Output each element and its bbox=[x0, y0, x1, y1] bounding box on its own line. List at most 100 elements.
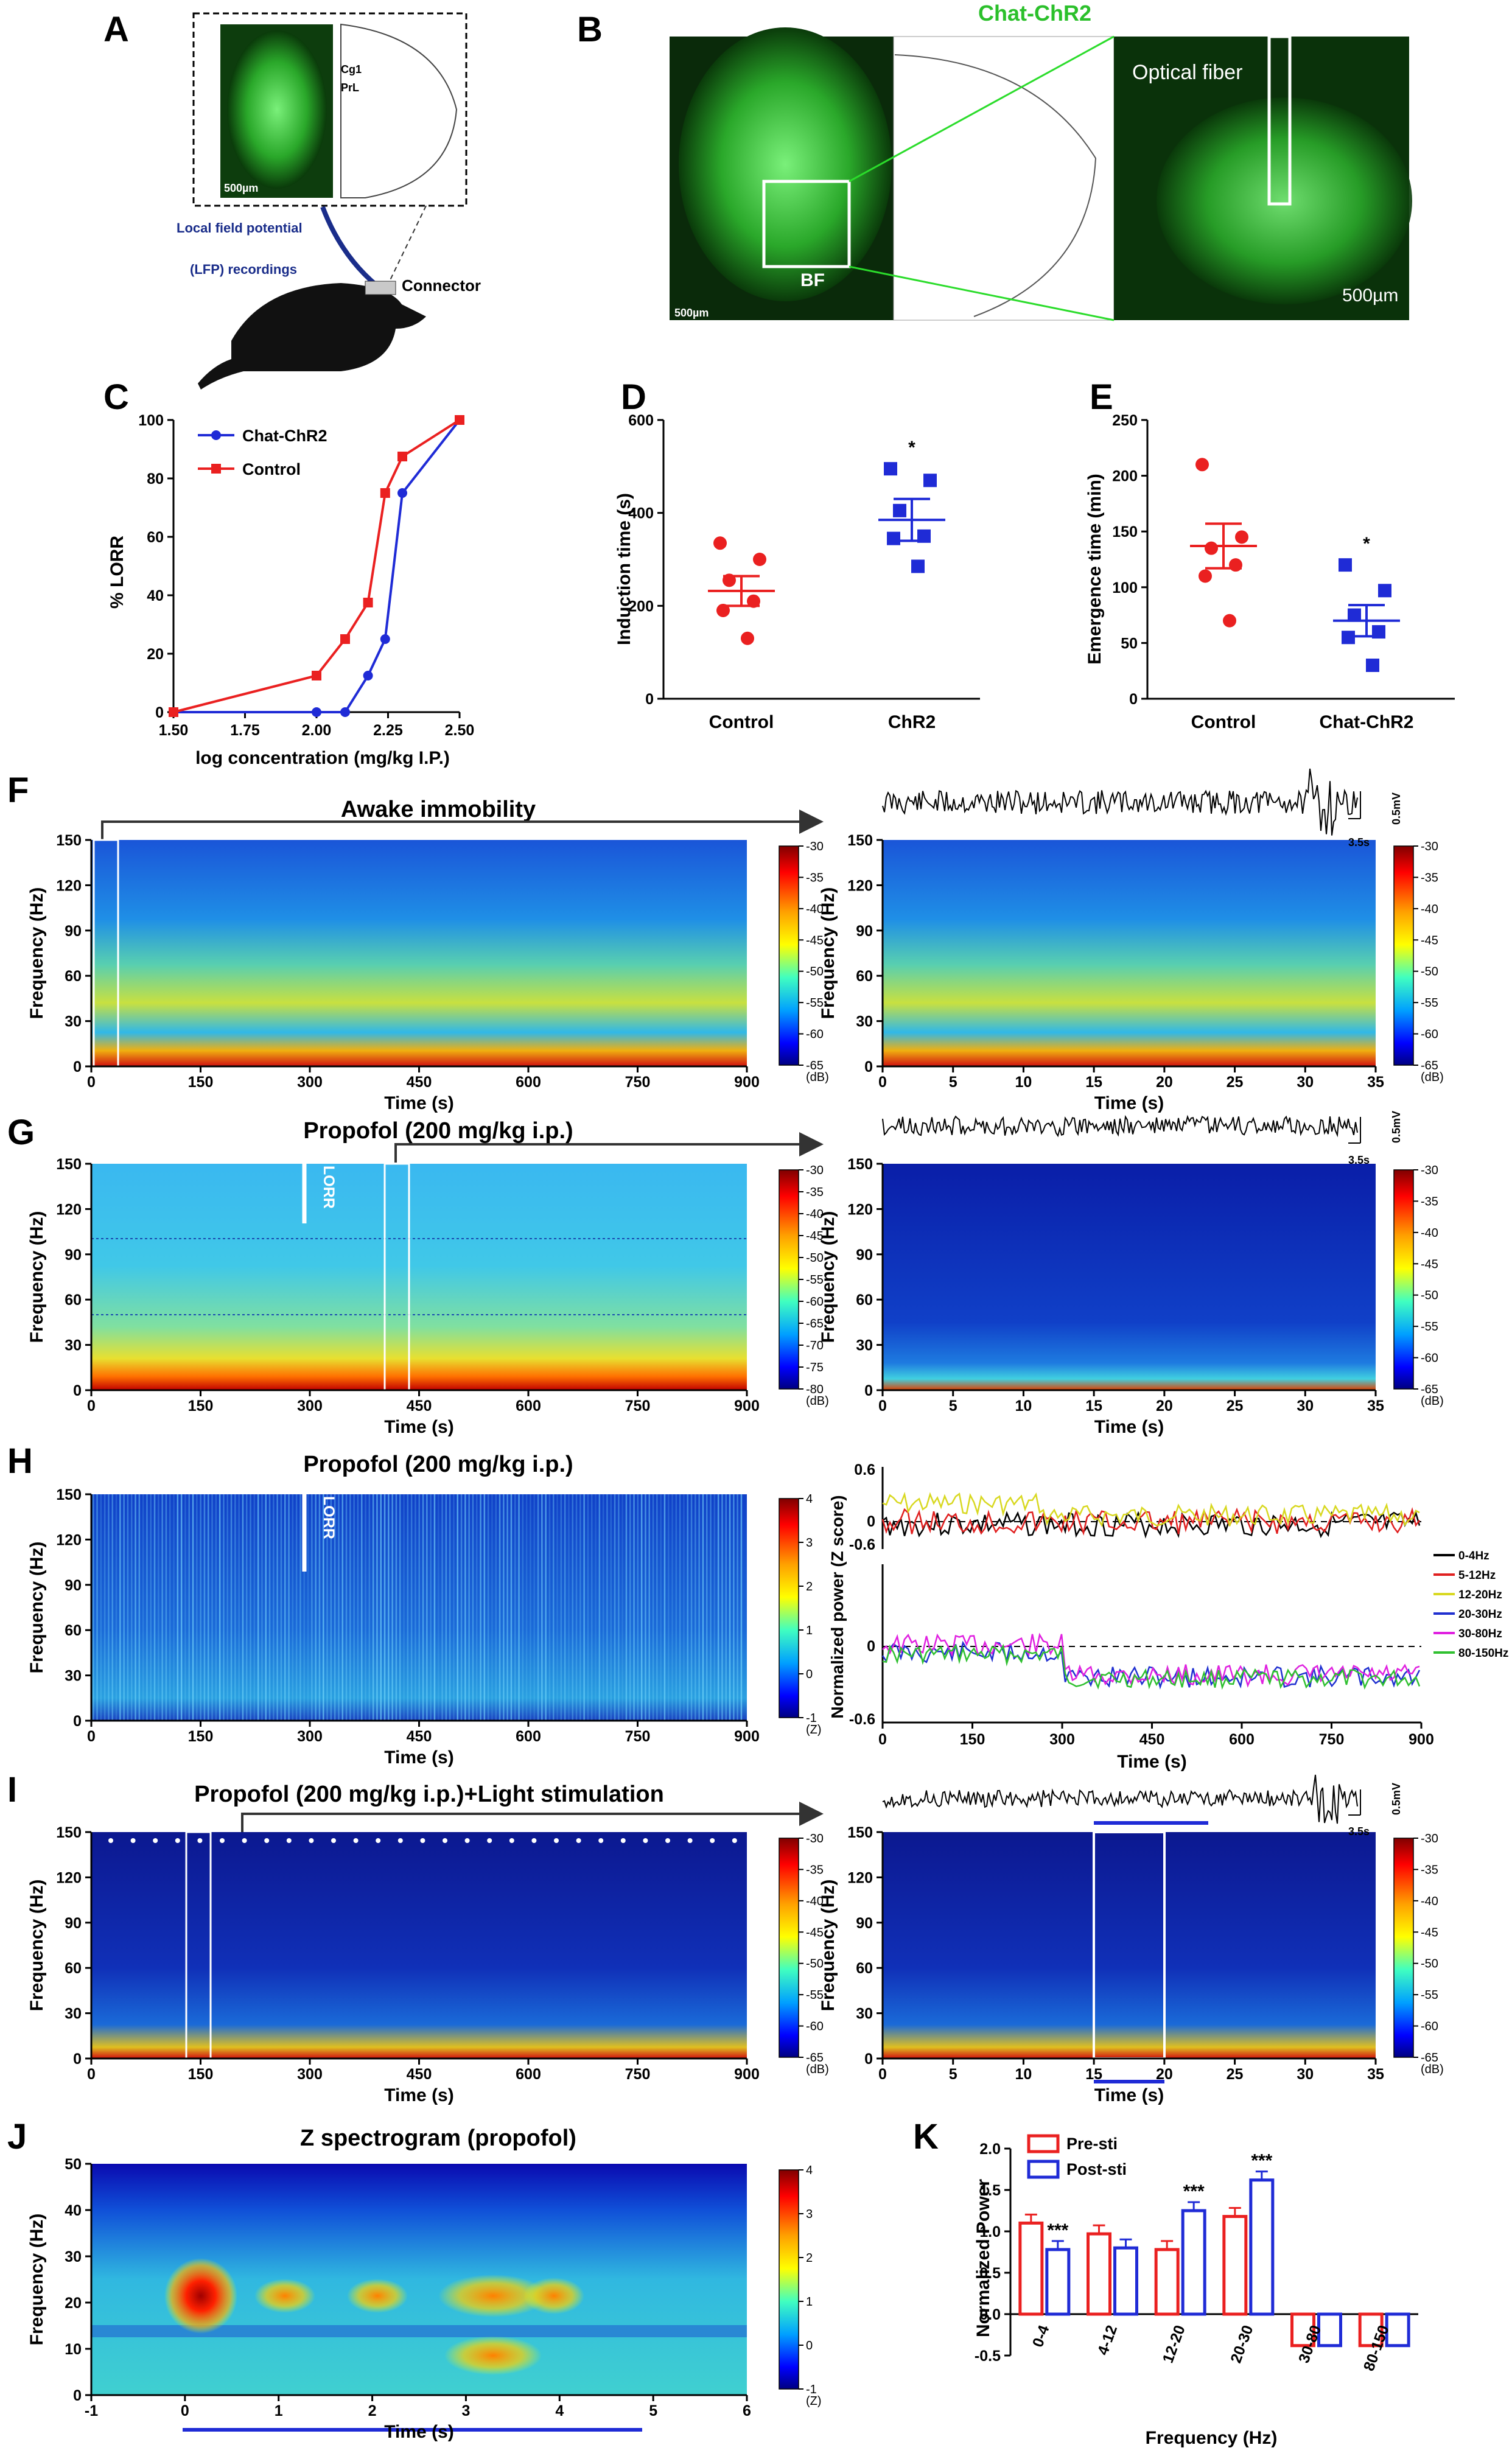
h-stripe bbox=[453, 1494, 455, 1721]
h-stripe bbox=[525, 1494, 528, 1721]
h-stripe bbox=[257, 1494, 259, 1721]
h-stripe bbox=[514, 1494, 516, 1721]
h-stripe bbox=[721, 1494, 723, 1721]
i-zoom-ytick-label: 30 bbox=[856, 2006, 873, 2023]
f-spectrogram-zoom bbox=[883, 840, 1376, 1066]
j-full-ytick-label: 20 bbox=[65, 2295, 82, 2312]
chart-k: -0.5 0.0 0.5 1.0 1.5 2.0 0-4 *** 4-12 12-20 *** 20-… bbox=[975, 2134, 1418, 2373]
j-title: Z spectrogram (propofol) bbox=[300, 2125, 576, 2151]
f-full-ytick-label: 120 bbox=[56, 877, 82, 894]
c-point bbox=[397, 488, 407, 498]
h-stripes bbox=[93, 1494, 743, 1721]
i-zoom-xtick-label: 0 bbox=[878, 2066, 887, 2083]
c-ytick-label: 40 bbox=[147, 587, 164, 604]
k-bar-Pre-sti bbox=[1290, 2312, 1315, 2348]
h-full-cb-label: 0 bbox=[806, 1668, 813, 1681]
chartD-point bbox=[723, 573, 736, 587]
f-zoom-colorbar bbox=[1393, 845, 1414, 1066]
i-pulse-dot bbox=[197, 1838, 203, 1843]
h-full-colorbar bbox=[779, 1498, 799, 1718]
chartE-point bbox=[1199, 569, 1212, 583]
h-stripe bbox=[315, 1494, 317, 1721]
brain-section-green bbox=[227, 30, 327, 189]
h-stripe bbox=[614, 1494, 616, 1721]
h-legend-label: 80-150Hz bbox=[1458, 1647, 1508, 1660]
h-stripe bbox=[177, 1494, 179, 1721]
h-stripe bbox=[292, 1494, 294, 1721]
f-full-xtick-label: 750 bbox=[625, 1074, 651, 1091]
g-title: Propofol (200 mg/kg i.p.) bbox=[303, 1118, 573, 1144]
h-full-cb-label: 4 bbox=[806, 1492, 813, 1506]
f-zoom-xtick-label: 15 bbox=[1085, 1074, 1102, 1091]
i-full-xtick-label: 300 bbox=[297, 2066, 323, 2083]
i-full-cb-label: -35 bbox=[806, 1863, 824, 1877]
h-stripe bbox=[564, 1494, 566, 1721]
g-zoom-cb-label: -60 bbox=[1421, 1352, 1438, 1365]
i-full-ytick-label: 0 bbox=[73, 2051, 82, 2068]
g-full-cb-unit: (dB) bbox=[806, 1394, 829, 1408]
h-stripe bbox=[522, 1494, 524, 1721]
chartD-cat-label: ChR2 bbox=[888, 712, 936, 732]
h-top-tick: 0 bbox=[867, 1513, 875, 1530]
h-stripe bbox=[226, 1494, 228, 1721]
i-full-xtick-label: 600 bbox=[516, 2066, 541, 2083]
i-pulse-dot bbox=[531, 1838, 537, 1843]
h-stripe bbox=[334, 1494, 336, 1721]
i-full-ytick-label: 150 bbox=[56, 1824, 82, 1841]
h-stripe bbox=[219, 1494, 221, 1721]
atlas-prl: PrL bbox=[341, 82, 359, 94]
j-hotspot-6 bbox=[444, 2336, 542, 2375]
k-ytick-label: 0.0 bbox=[979, 2306, 1001, 2323]
g-full-ytick-label: 150 bbox=[56, 1156, 82, 1173]
h-stripe bbox=[111, 1494, 113, 1721]
h-line-12-20Hz bbox=[882, 1491, 1420, 1528]
h-stripe bbox=[230, 1494, 233, 1721]
i-zoom-ylabel: Frequency (Hz) bbox=[818, 1880, 838, 2012]
i-full-cb-label: -45 bbox=[806, 1926, 824, 1939]
h-stripe bbox=[261, 1494, 263, 1721]
i-pulse-dot bbox=[620, 1838, 626, 1843]
chartD-ytick-label: 200 bbox=[628, 598, 654, 615]
i-full-xtick-label: 450 bbox=[407, 2066, 432, 2083]
connector-icon bbox=[365, 281, 396, 295]
zoom-line-top bbox=[849, 35, 1115, 183]
g-spectrogram-full bbox=[91, 1164, 747, 1390]
j-full-xlabel: Time (s) bbox=[384, 2422, 453, 2442]
panel-f-label: F bbox=[7, 771, 29, 810]
b-title: Chat-ChR2 bbox=[978, 1, 1091, 26]
h-stripe bbox=[556, 1494, 558, 1721]
zoom-line bbox=[389, 205, 427, 282]
k-cat-label: 80-150 bbox=[1360, 2323, 1393, 2373]
h-line-20-30Hz bbox=[881, 1640, 1421, 1690]
g-full-cb-label: -50 bbox=[806, 1251, 824, 1265]
f-spectrogram-full bbox=[91, 840, 747, 1066]
c-point bbox=[397, 452, 407, 461]
h-stripe bbox=[575, 1494, 578, 1721]
h-stripe bbox=[480, 1494, 481, 1721]
g-spectrogram-zoom bbox=[883, 1164, 1376, 1390]
atlas-b bbox=[893, 36, 1115, 321]
c-ytick-label: 20 bbox=[147, 646, 164, 663]
f-scale-time: 3.5s bbox=[1348, 836, 1370, 848]
lfp-label-1: Local field potential bbox=[177, 220, 303, 236]
f-full-cb-label: -50 bbox=[806, 965, 824, 979]
chartE-point bbox=[1366, 659, 1379, 673]
h-stripe bbox=[273, 1494, 275, 1721]
f-zoom-cb-label: -60 bbox=[1421, 1028, 1438, 1041]
j-full-ytick-label: 50 bbox=[65, 2156, 82, 2173]
chartE-point bbox=[1235, 530, 1248, 544]
g-full-xtick-label: 450 bbox=[407, 1397, 432, 1415]
f-full-cb-label: -30 bbox=[806, 840, 824, 853]
g-full-ytick-label: 120 bbox=[56, 1201, 82, 1218]
f-zoom-cb-label: -40 bbox=[1421, 903, 1438, 916]
j-full-ytick-label: 0 bbox=[73, 2387, 82, 2404]
f-full-xtick-label: 900 bbox=[734, 1074, 760, 1091]
h-stripe bbox=[345, 1494, 348, 1721]
h-xtick-label: 450 bbox=[1139, 1731, 1165, 1748]
f-full-xtick-label: 0 bbox=[87, 1074, 96, 1091]
h-stripe bbox=[318, 1494, 321, 1721]
g-scale-time: 3.5s bbox=[1348, 1154, 1370, 1166]
h-stripe bbox=[733, 1494, 735, 1721]
j-full-cb-label: 1 bbox=[806, 2295, 813, 2309]
panel-g: G Propofol (200 mg/kg i.p.) LORR 3.5s 0.… bbox=[7, 1111, 1402, 1391]
